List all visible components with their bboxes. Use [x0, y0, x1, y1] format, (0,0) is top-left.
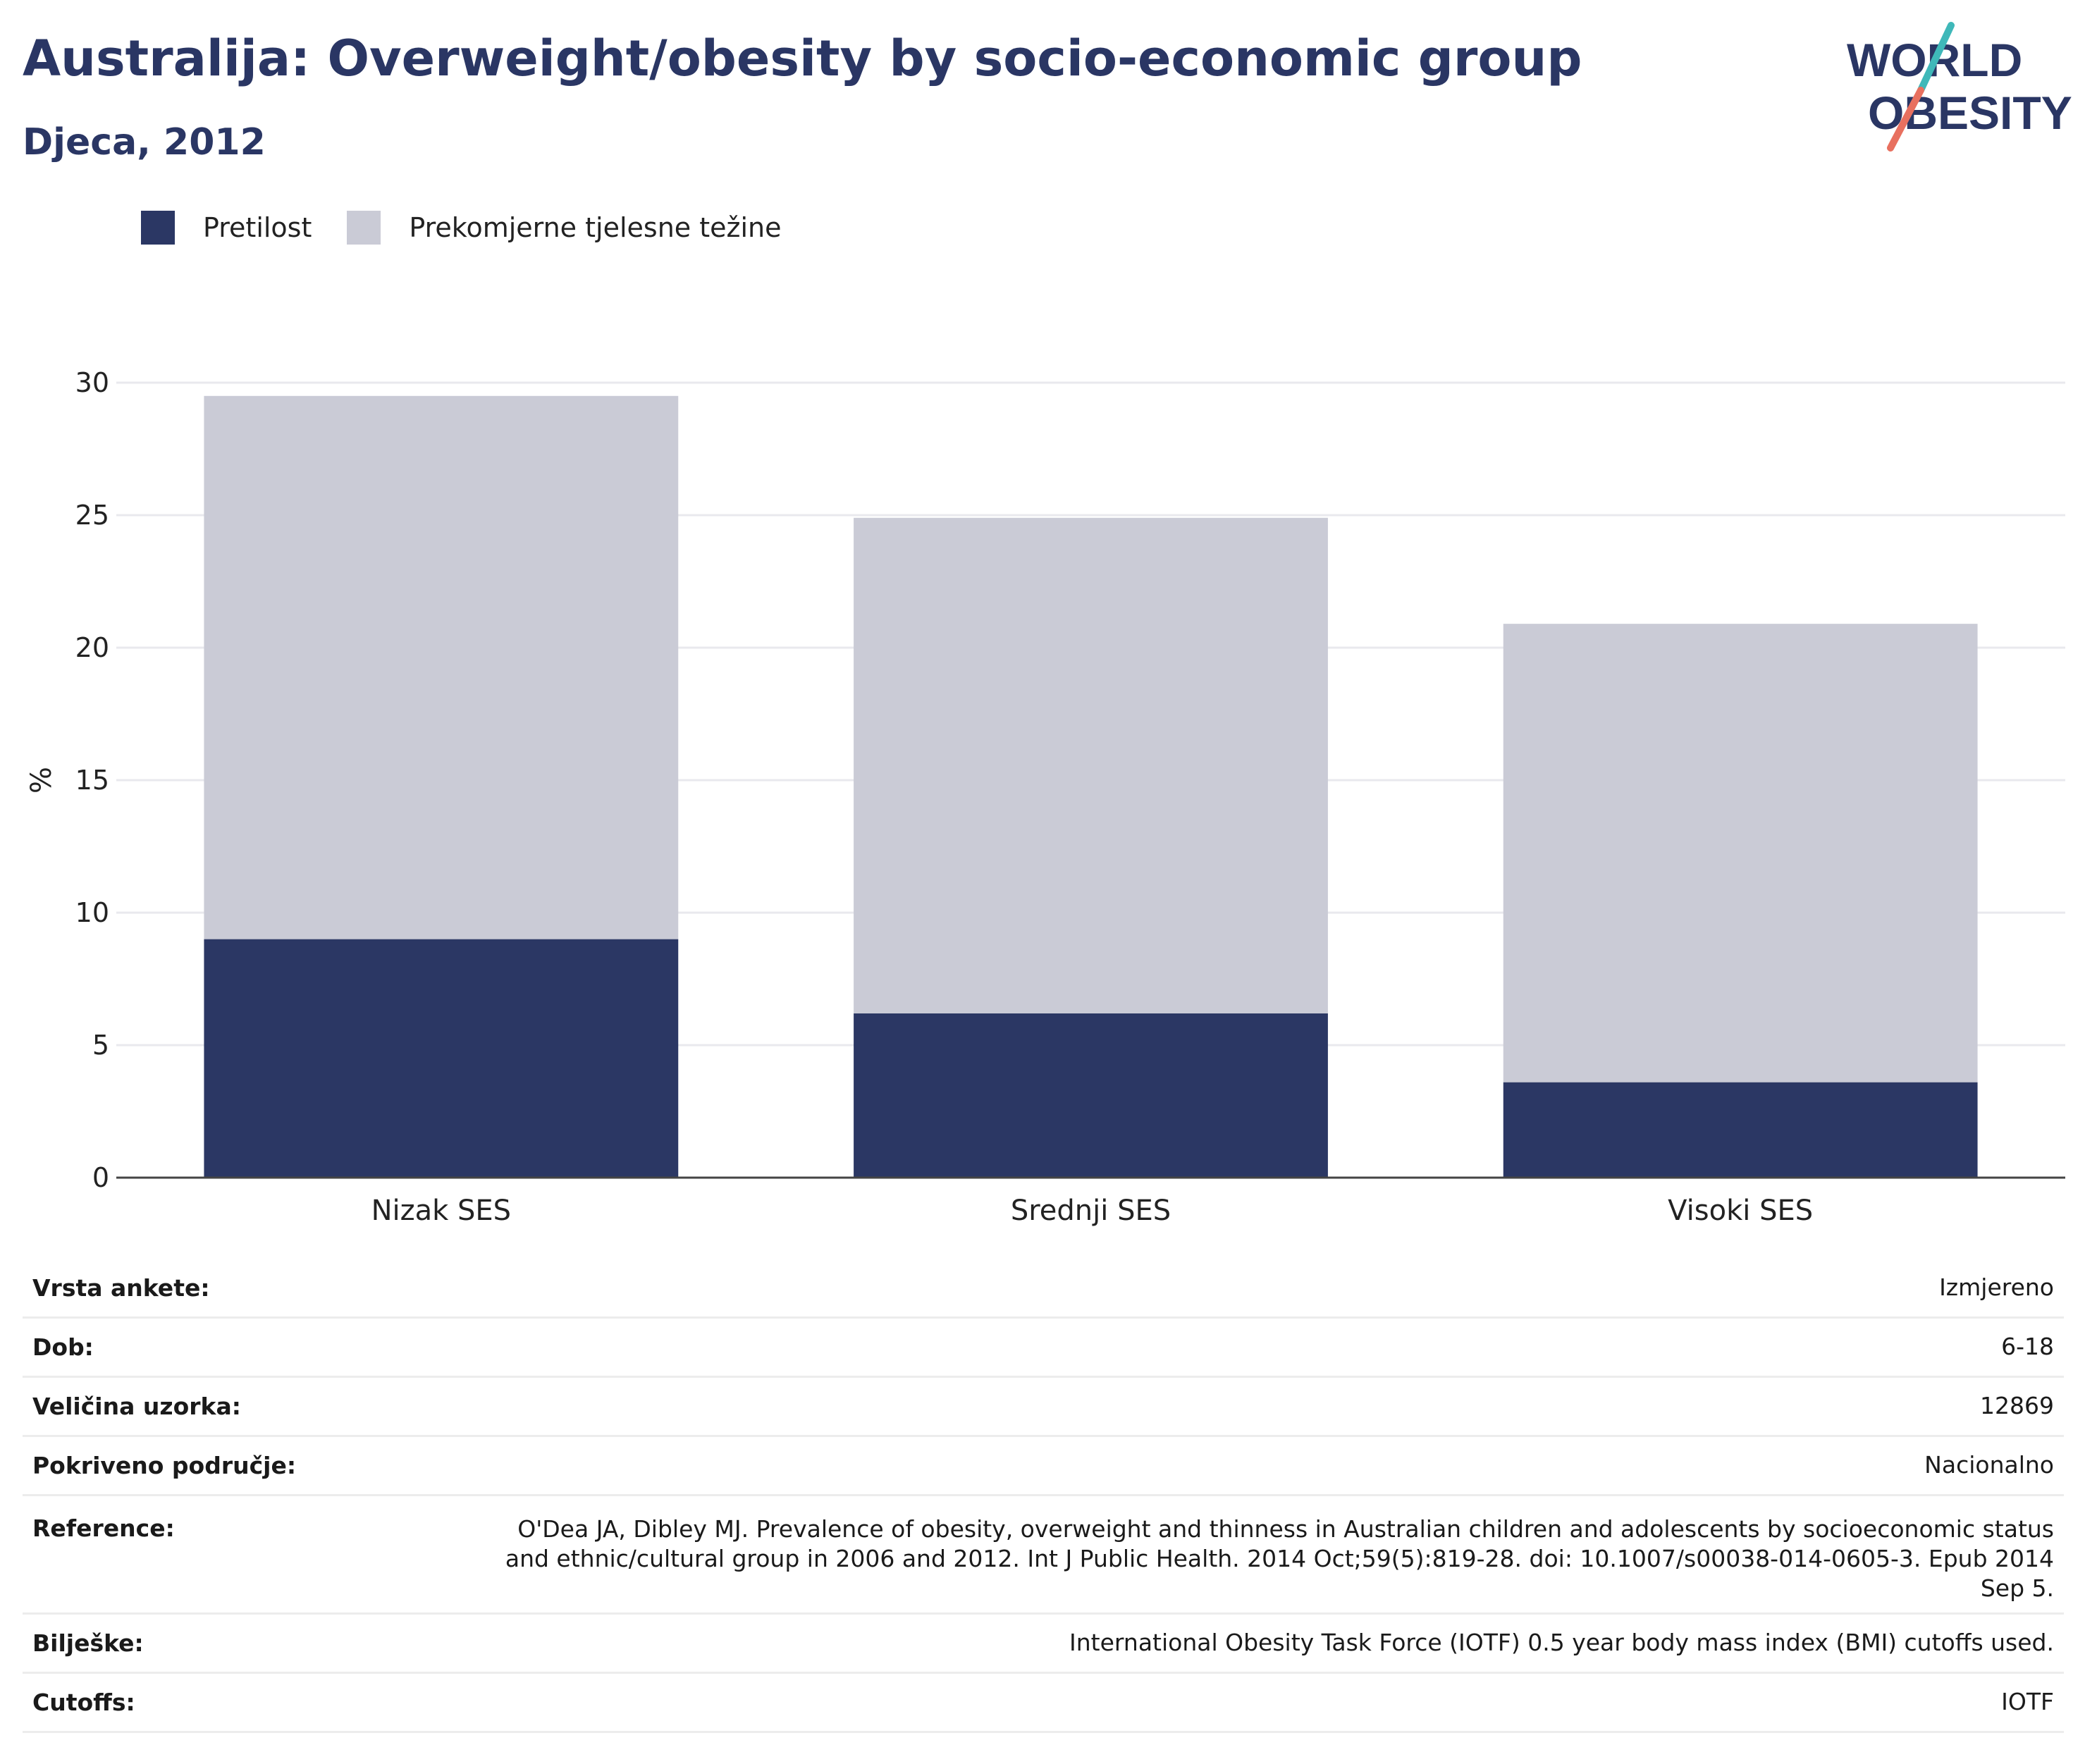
meta-row-reference: Reference: O'Dea JA, Dibley MJ. Prevalen…	[23, 1496, 2064, 1615]
metadata-table: Vrsta ankete: Izmjereno Dob: 6-18 Veliči…	[23, 1259, 2064, 1733]
legend-swatch-obesity[interactable]	[141, 211, 175, 245]
meta-value: Nacionalno	[1924, 1451, 2054, 1479]
y-tick-label: 20	[75, 632, 109, 663]
meta-value: International Obesity Task Force (IOTF) …	[1069, 1629, 2054, 1657]
bar-obesity	[204, 939, 679, 1178]
bar-overweight	[1503, 624, 1978, 1083]
y-tick-label: 15	[75, 765, 109, 796]
chart-subtitle: Djeca, 2012	[23, 121, 266, 164]
y-tick-label: 0	[92, 1162, 109, 1193]
meta-key: Pokriveno područje:	[32, 1452, 297, 1479]
logo-slash-coral	[1887, 87, 1924, 152]
meta-value: Izmjereno	[1939, 1273, 2054, 1302]
chart-legend: Pretilost Prekomjerne tjelesne težine	[141, 209, 817, 247]
logo-slash-teal	[1917, 22, 1955, 94]
meta-row-notes: Bilješke: International Obesity Task For…	[23, 1615, 2064, 1674]
bar-overweight	[204, 395, 679, 939]
bar-chart: 0 5 10 15 20 25 30% Nizak SES Srednji SES Visoki …	[25, 367, 2065, 1227]
x-tick-label: Visoki SES	[1668, 1195, 1813, 1227]
y-tick-label: 25	[75, 500, 109, 531]
meta-row-area-covered: Pokriveno područje: Nacionalno	[23, 1437, 2064, 1496]
meta-key: Cutoffs:	[32, 1689, 135, 1716]
meta-key: Dob:	[32, 1333, 94, 1361]
bar-overweight	[854, 517, 1328, 1013]
world-obesity-logo: WORLD OBESITY	[1847, 22, 2072, 152]
x-tick-label: Nizak SES	[371, 1195, 511, 1227]
meta-row-sample-size: Veličina uzorka: 12869	[23, 1378, 2064, 1437]
chart-title: Australija: Overweight/obesity by socio-…	[23, 30, 1582, 87]
meta-key: Reference:	[32, 1515, 175, 1542]
meta-value: 6-18	[2001, 1333, 2054, 1361]
y-axis-label: %	[25, 767, 58, 794]
legend-label-obesity[interactable]: Pretilost	[203, 212, 312, 243]
meta-row-age: Dob: 6-18	[23, 1319, 2064, 1378]
meta-row-survey-type: Vrsta ankete: Izmjereno	[23, 1259, 2064, 1319]
legend-swatch-overweight[interactable]	[347, 211, 381, 245]
meta-key: Vrsta ankete:	[32, 1274, 210, 1302]
meta-key: Bilješke:	[32, 1629, 144, 1657]
y-tick-label: 5	[92, 1030, 109, 1061]
x-tick-label: Srednji SES	[1011, 1195, 1171, 1227]
y-tick-label: 10	[75, 897, 109, 928]
meta-row-cutoffs: Cutoffs: IOTF	[23, 1674, 2064, 1733]
meta-value: O'Dea JA, Dibley MJ. Prevalence of obesi…	[505, 1515, 2054, 1603]
y-tick-label: 30	[75, 367, 109, 398]
meta-key: Veličina uzorka:	[32, 1393, 241, 1420]
bar-obesity	[1503, 1082, 1978, 1178]
meta-value: IOTF	[2001, 1688, 2054, 1716]
legend-label-overweight[interactable]: Prekomjerne tjelesne težine	[409, 212, 782, 243]
meta-value: 12869	[1980, 1392, 2054, 1420]
bar-obesity	[854, 1013, 1328, 1178]
